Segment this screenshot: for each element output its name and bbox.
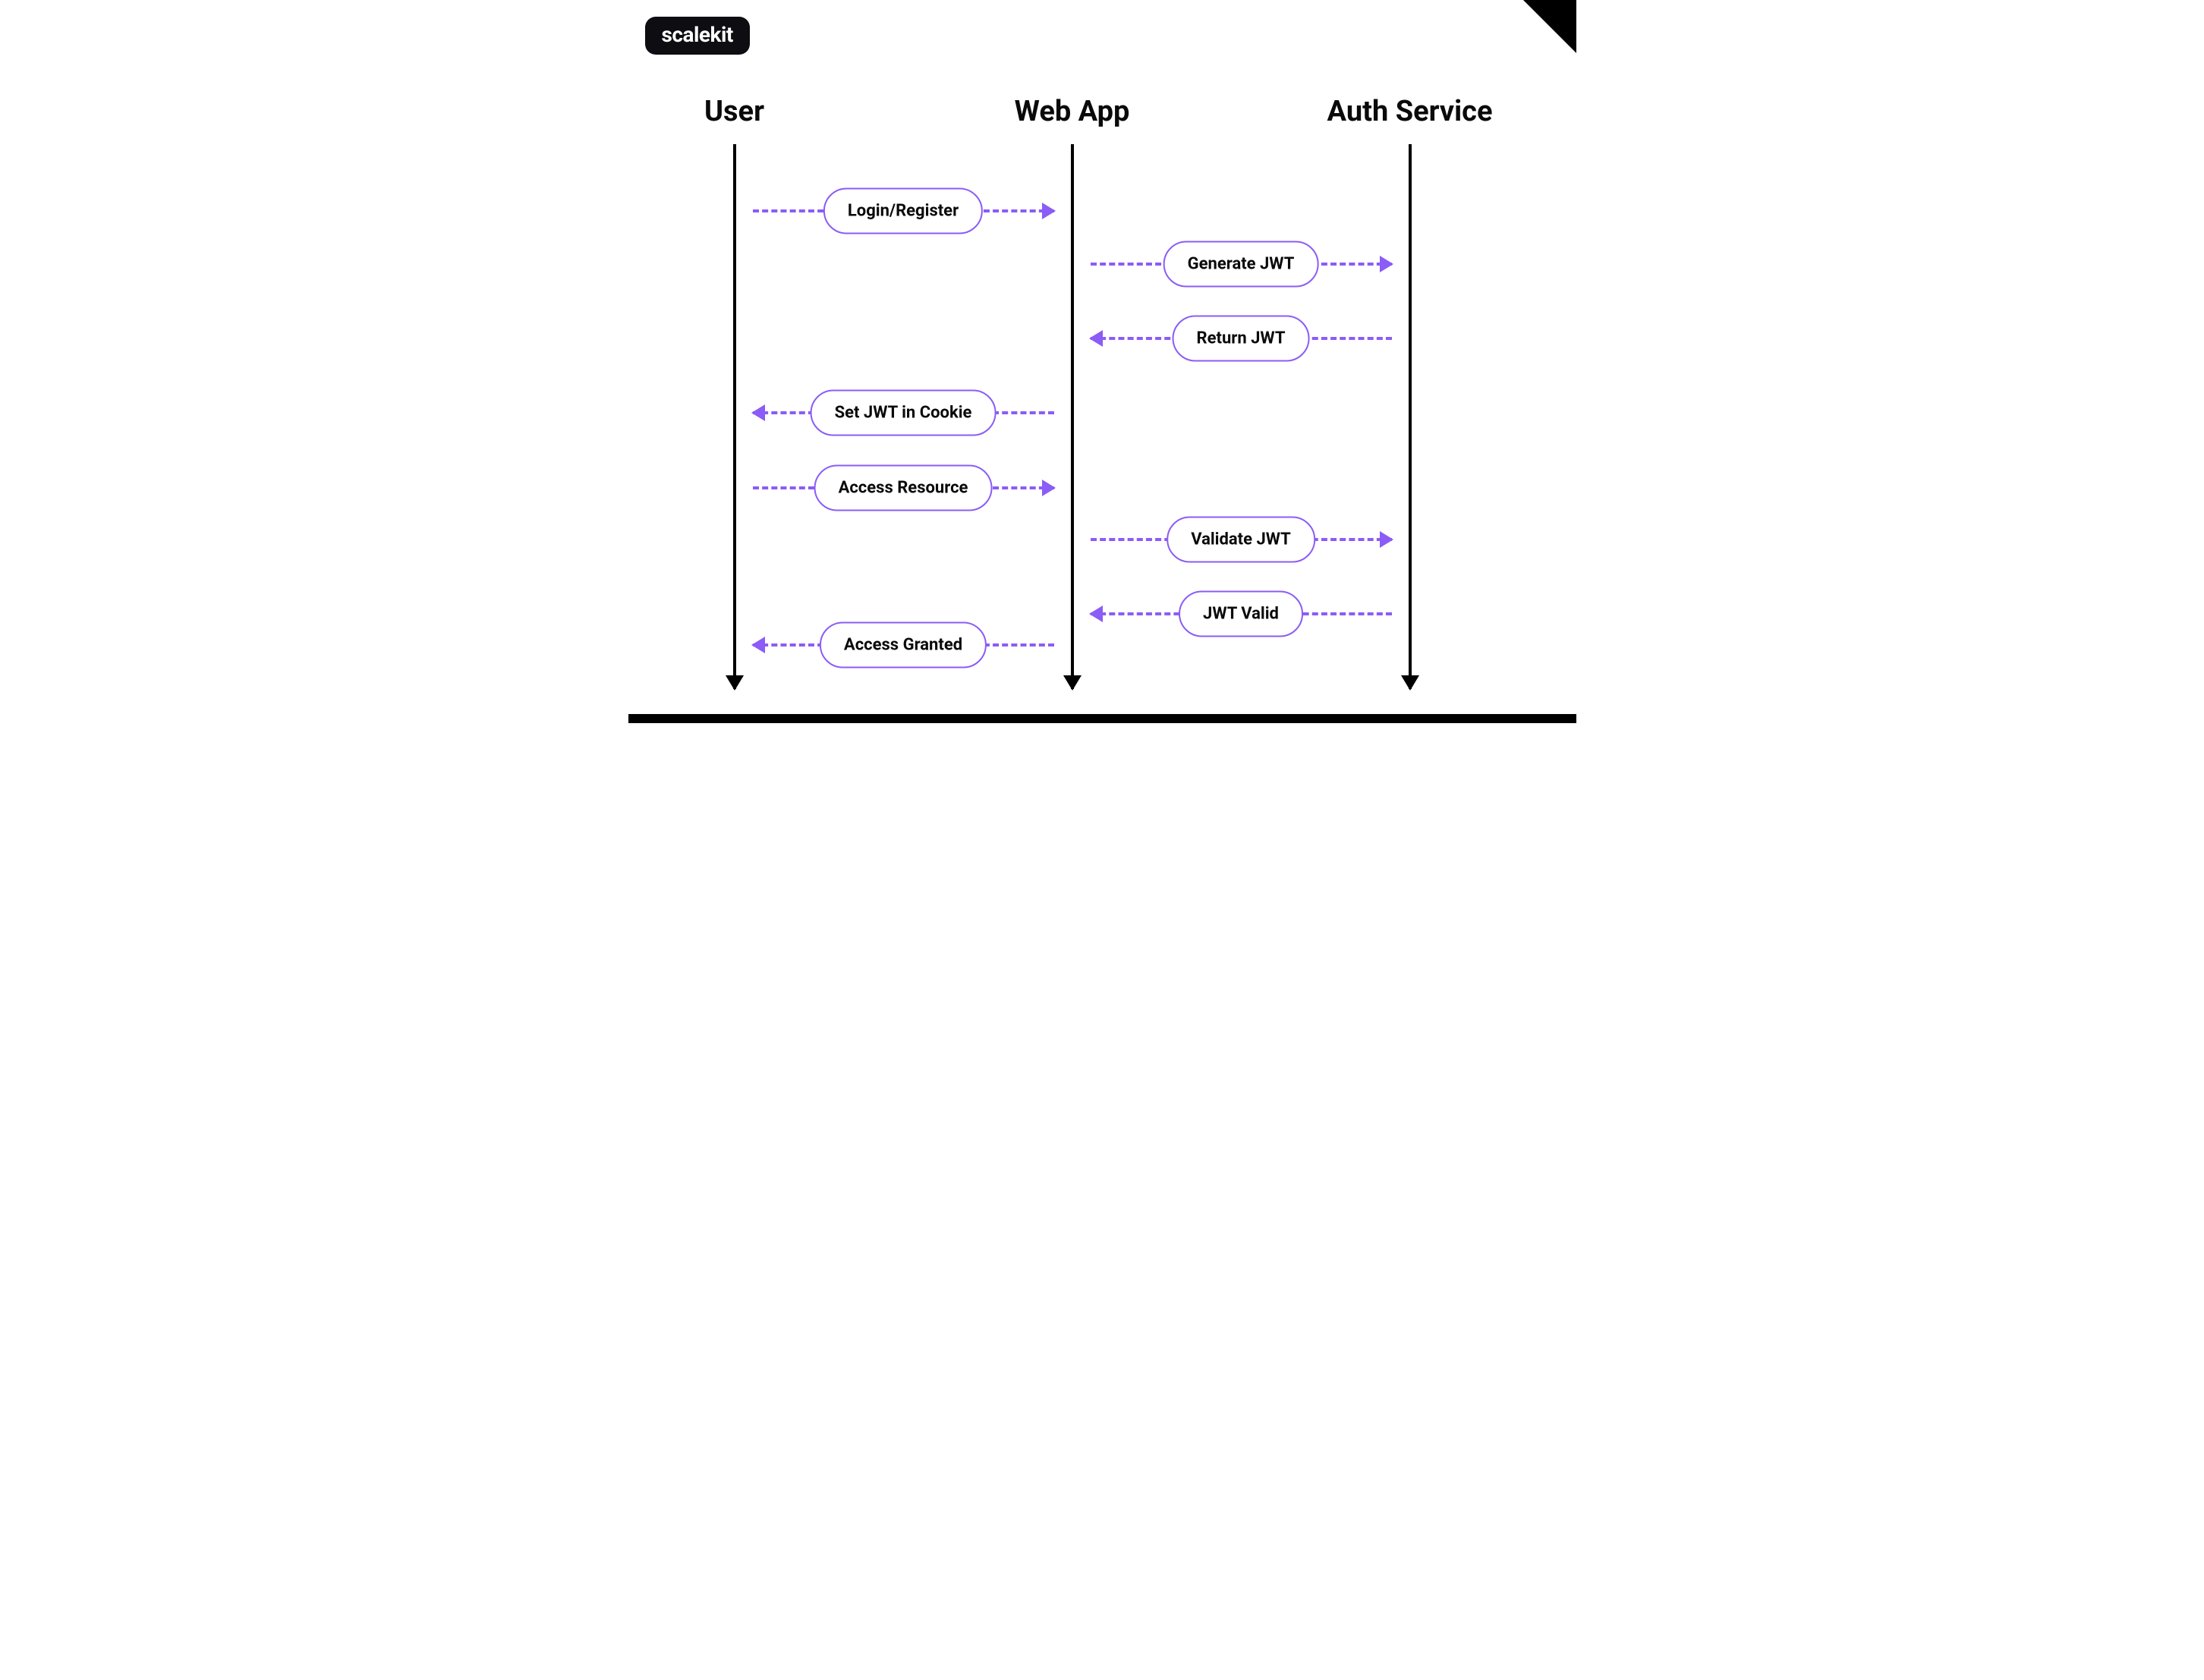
msg-label: Set JWT in Cookie <box>811 390 997 436</box>
arrow-head-icon <box>1089 330 1103 347</box>
lifeline-auth <box>1409 144 1412 689</box>
msg-access-grant: Access Granted <box>753 621 1054 669</box>
lifeline-user <box>733 144 736 689</box>
msg-set-cookie: Set JWT in Cookie <box>753 389 1054 437</box>
lifeline-webapp <box>1071 144 1074 689</box>
msg-access-res: Access Resource <box>753 464 1054 512</box>
msg-label: Login/Register <box>823 188 983 234</box>
brand-name: scalekit <box>662 22 733 47</box>
arrow-head-icon <box>751 637 765 653</box>
msg-validate-jwt: Validate JWT <box>1091 515 1392 564</box>
msg-label: Generate JWT <box>1163 241 1319 288</box>
msg-label: Access Granted <box>820 622 987 669</box>
msg-return-jwt: Return JWT <box>1091 314 1392 363</box>
msg-label: Return JWT <box>1173 316 1310 362</box>
msg-label: Validate JWT <box>1167 517 1315 563</box>
msg-label: Access Resource <box>814 465 993 511</box>
corner-fold-icon <box>1523 0 1576 53</box>
arrow-head-icon <box>1042 480 1056 496</box>
lane-title-auth: Auth Service <box>1327 95 1493 128</box>
arrow-head-icon <box>1089 606 1103 622</box>
arrow-head-icon <box>1042 203 1056 219</box>
brand-logo: scalekit <box>645 17 750 55</box>
msg-label: JWT Valid <box>1179 591 1303 637</box>
diagram-canvas: scalekit User Web App Auth Service Login… <box>628 0 1576 723</box>
msg-gen-jwt: Generate JWT <box>1091 240 1392 288</box>
arrow-head-icon <box>1380 531 1393 548</box>
msg-login: Login/Register <box>753 187 1054 235</box>
lane-title-user: User <box>704 95 764 128</box>
lane-title-webapp: Web App <box>1015 95 1130 128</box>
arrow-head-icon <box>751 404 765 421</box>
msg-jwt-valid: JWT Valid <box>1091 590 1392 638</box>
bottom-bar <box>628 714 1576 723</box>
arrow-head-icon <box>1380 256 1393 272</box>
